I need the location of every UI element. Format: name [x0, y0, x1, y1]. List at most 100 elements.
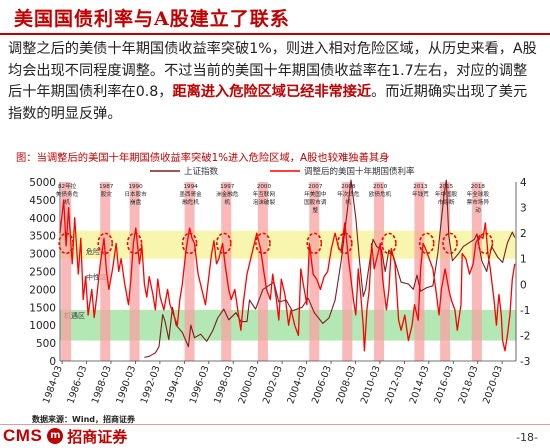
event-label: 国股市调 — [304, 198, 327, 206]
danger-marker — [477, 232, 494, 255]
event-bar — [309, 182, 320, 361]
body-highlight: 距离进入危险区域已经非常接近 — [172, 84, 372, 100]
x-tick-label: 2020-03 — [481, 364, 505, 405]
body-paragraph: 调整之后的美债十年期国债收益率突破1%，则进入相对危险区域，从历史来看，A股均会… — [8, 39, 538, 125]
chart-title: 图：当调整后的美国十年期国债收益率突破1%进入危险区域，A股也较难独善其身 — [16, 151, 389, 164]
event-label: 机 — [64, 198, 70, 206]
left-tick-label: 3500 — [29, 231, 56, 243]
right-tick-label: 0 — [520, 279, 527, 291]
event-label: 1987 — [99, 184, 114, 190]
x-tick-label: 1992-03 — [139, 364, 163, 405]
event-label: 1990 — [128, 184, 143, 190]
event-label: 年中国股 — [435, 190, 458, 198]
event-label: 82年拉 — [58, 182, 77, 190]
x-tick-label: 1986-03 — [65, 364, 89, 405]
event-label: 2018 — [471, 184, 486, 190]
right-tick-label: -3 — [520, 356, 530, 368]
left-tick-label: 4000 — [29, 213, 56, 225]
event-bar — [342, 182, 353, 361]
x-tick-label: 2008-03 — [334, 364, 358, 405]
data-source-note: 数据来源：Wind，招商证券 — [32, 415, 135, 424]
event-bar — [414, 182, 425, 361]
x-tick-label: 1988-03 — [90, 364, 114, 405]
right-tick-label: 3 — [520, 203, 527, 215]
x-tick-label: 2012-03 — [383, 364, 407, 405]
event-label: 年次贷危 — [337, 190, 360, 198]
slide-title: 美国国债利率与A股建立了联系 — [14, 8, 290, 30]
right-tick-label: -2 — [520, 330, 530, 342]
event-label: 年互联网 — [253, 190, 276, 198]
x-tick-label: 1996-03 — [188, 364, 212, 405]
event-label: 融危机 — [182, 198, 199, 206]
legend-label: 上证指数 — [184, 166, 219, 177]
event-label: 年全球股 — [467, 190, 490, 198]
event-label: 洲金融危 — [216, 190, 239, 198]
event-label: 2010 — [373, 184, 388, 190]
footer-divider — [0, 424, 550, 425]
band-label: 危险区 — [86, 247, 107, 256]
series-line — [144, 179, 516, 358]
cms-logo: CMS m 招商证券 — [3, 425, 127, 447]
x-tick-label: 2000-03 — [237, 364, 261, 405]
yield-vs-sse-chart: 图：当调整后的美国十年期国债收益率突破1%进入危险区域，A股也较难独善其身 上证… — [16, 151, 530, 405]
danger-marker — [337, 232, 353, 255]
event-label: 2007 — [308, 184, 323, 190]
logo-badge-icon: m — [47, 428, 64, 444]
event-label: 2008 — [341, 184, 356, 190]
event-label: 1994 — [183, 184, 198, 190]
left-tick-label: 5000 — [29, 177, 56, 189]
event-label: 美债务危 — [56, 190, 79, 198]
right-tick-label: 1 — [520, 254, 527, 266]
event-bar — [61, 182, 72, 361]
event-label: 墨西哥金 — [179, 190, 202, 198]
danger-marker — [97, 232, 114, 255]
right-tick-label: 2 — [520, 228, 527, 240]
danger-marker — [442, 232, 458, 255]
danger-marker — [181, 232, 198, 255]
event-bar — [184, 182, 195, 361]
band-label: 中性区 — [86, 273, 107, 282]
event-label: 整 — [312, 206, 318, 214]
left-tick-label: 4500 — [29, 195, 56, 207]
right-tick-label: 4 — [520, 177, 527, 189]
title-underline — [0, 33, 550, 35]
left-tick-label: 2500 — [29, 267, 56, 279]
left-tick-label: 2000 — [29, 284, 56, 296]
body-text-segment: 调整之后的美债十年期国债收益率突破1%，则进入相对危险区域，从历史来看，A股均会… — [8, 41, 537, 100]
x-tick-label: 2016-03 — [432, 364, 456, 405]
right-tick-label: -1 — [520, 305, 530, 317]
event-label: 2000 — [257, 184, 272, 190]
event-label: 股灾 — [101, 190, 113, 198]
x-tick-label: 1990-03 — [114, 364, 138, 405]
left-tick-label: 500 — [36, 338, 56, 350]
event-label: 票市场异 — [467, 198, 490, 206]
x-tick-label: 2018-03 — [457, 364, 481, 405]
event-label: 2013 — [413, 184, 428, 190]
left-tick-label: 3000 — [29, 249, 56, 261]
event-label: 动 — [475, 207, 481, 214]
event-bar — [374, 182, 385, 361]
page-number: -18- — [516, 431, 538, 444]
event-label: 1997 — [220, 184, 235, 190]
body-text-segment: 。而近期确实出现了美元指数的明显反弹。 — [8, 84, 528, 122]
danger-marker — [216, 232, 232, 255]
left-tick-label: 1500 — [29, 302, 56, 314]
event-label: 泡沫破裂 — [253, 198, 276, 206]
danger-marker — [255, 232, 271, 255]
x-tick-label: 1998-03 — [212, 364, 236, 405]
event-label: 市熔断 — [438, 198, 455, 206]
series-line — [59, 199, 516, 352]
event-bar — [257, 182, 268, 361]
danger-marker — [306, 232, 323, 255]
danger-marker — [126, 232, 143, 255]
x-tick-label: 2002-03 — [261, 364, 285, 405]
x-tick-label: 1984-03 — [41, 364, 65, 405]
event-bar — [471, 182, 482, 361]
danger-marker — [58, 232, 74, 255]
x-tick-label: 2014-03 — [408, 364, 432, 405]
left-tick-label: 0 — [49, 356, 56, 368]
event-bar — [129, 182, 140, 361]
danger-marker — [418, 232, 435, 255]
legend-label: 调整后的美国十年期国债利率 — [304, 166, 415, 177]
